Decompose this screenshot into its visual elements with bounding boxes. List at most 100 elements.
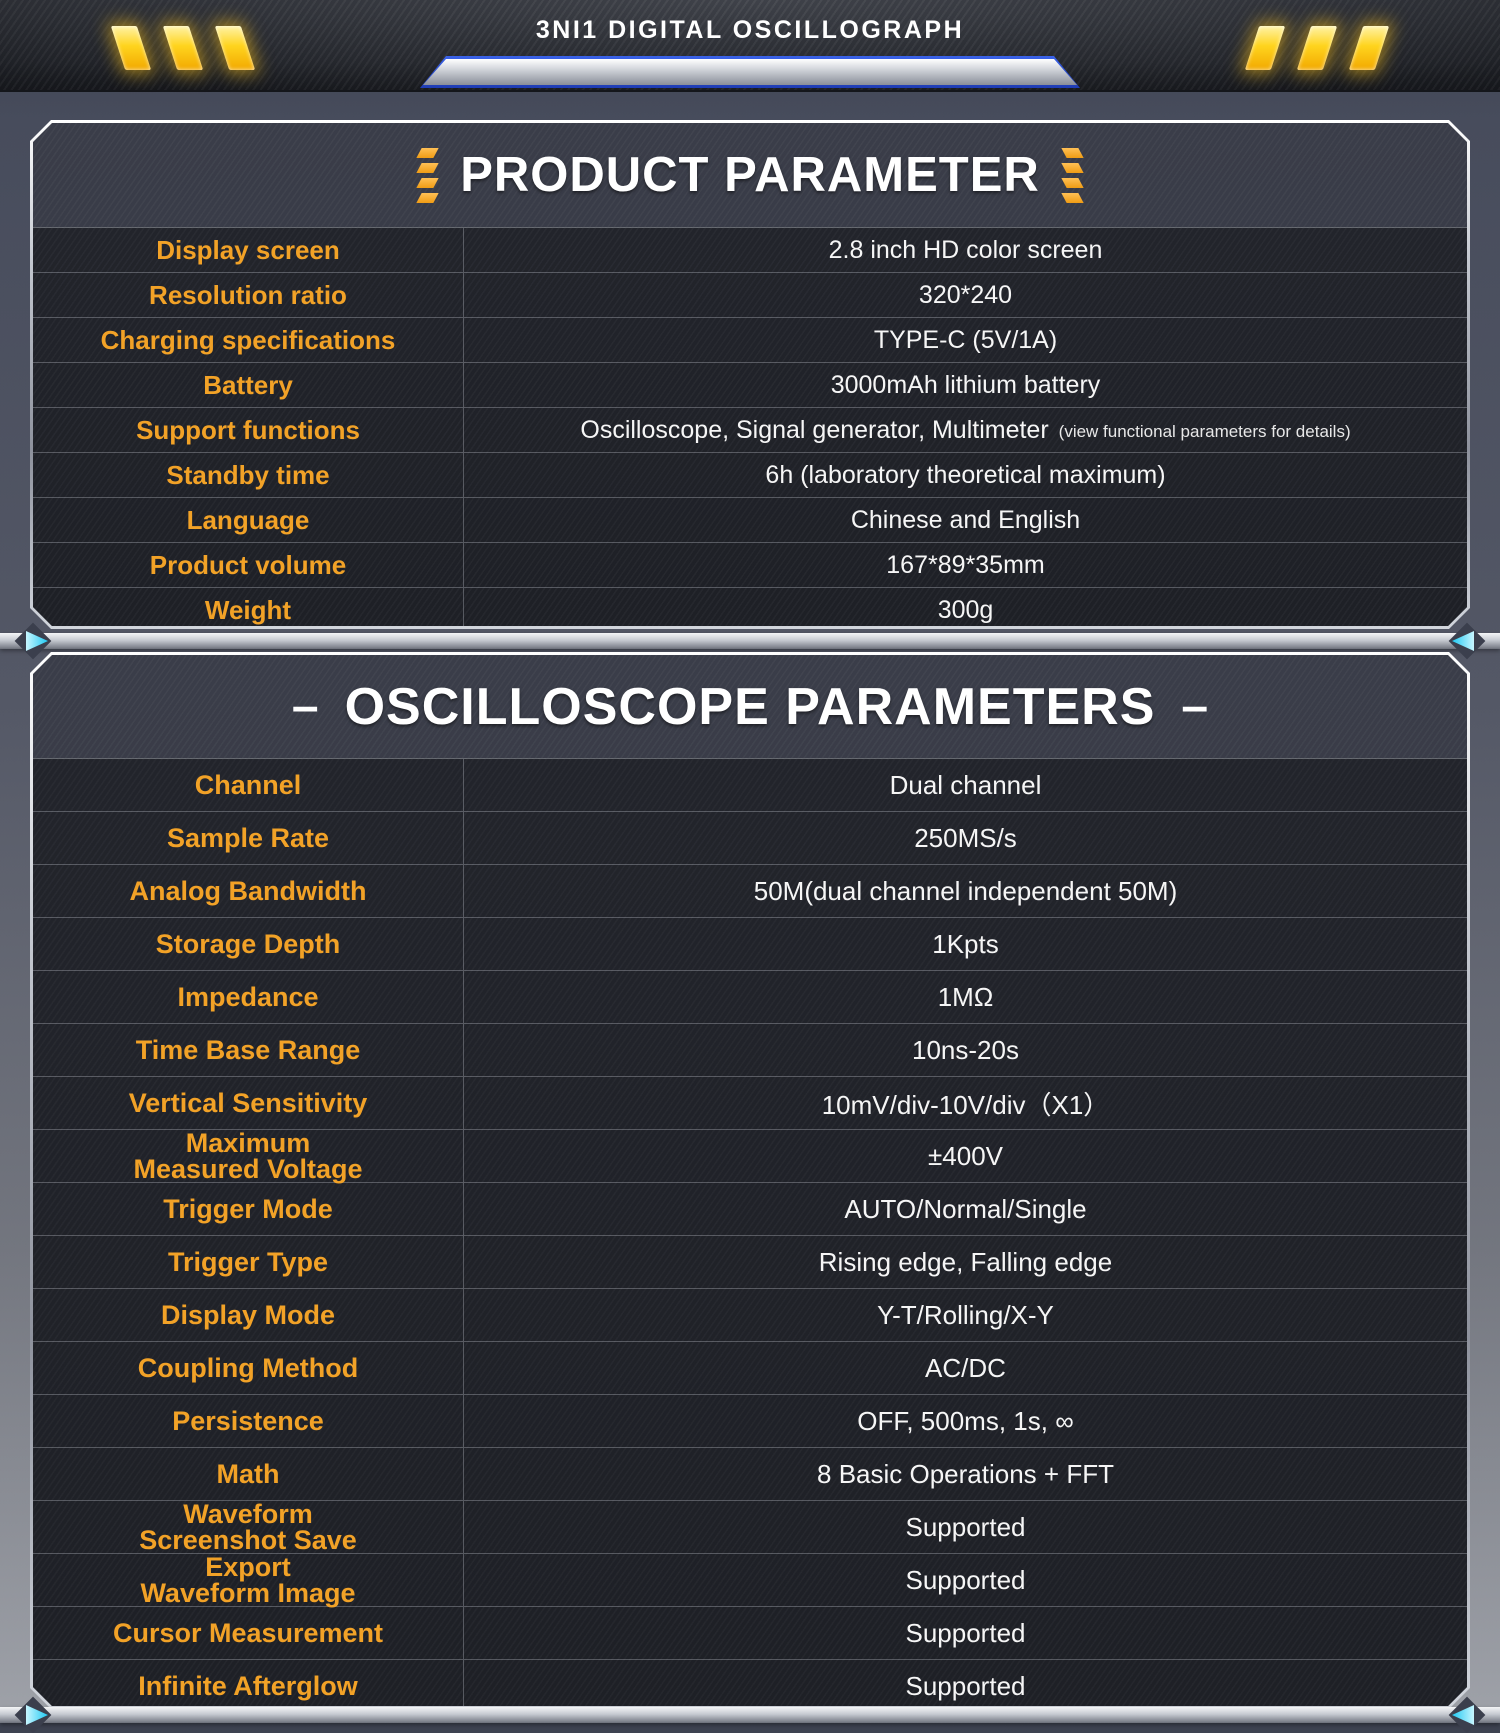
table-row: Resolution ratio 320*240 xyxy=(33,273,1467,318)
table-row: Battery 3000mAh lithium battery xyxy=(33,363,1467,408)
spec-label: Language xyxy=(33,498,464,542)
spec-label: Storage Depth xyxy=(33,918,464,970)
table-row: Math 8 Basic Operations + FFT xyxy=(33,1448,1467,1501)
spec-label: Time Base Range xyxy=(33,1024,464,1076)
spec-label: Vertical Sensitivity xyxy=(33,1077,464,1129)
spec-label: Coupling Method xyxy=(33,1342,464,1394)
table-row: Analog Bandwidth 50M(dual channel indepe… xyxy=(33,865,1467,918)
spec-value: 300g xyxy=(937,595,994,624)
table-row: Charging specifications TYPE-C (5V/1A) xyxy=(33,318,1467,363)
spec-label: Product volume xyxy=(33,543,464,587)
spec-label: Cursor Measurement xyxy=(33,1607,464,1659)
spec-value: Dual channel xyxy=(889,769,1042,800)
spec-label: Display Mode xyxy=(33,1289,464,1341)
oscilloscope-parameters-title: OSCILLOSCOPE PARAMETERS xyxy=(344,677,1156,736)
spec-value-note: (view functional parameters for details) xyxy=(1058,422,1351,441)
spec-label: Trigger Mode xyxy=(33,1183,464,1235)
oscilloscope-parameters-panel-body: – OSCILLOSCOPE PARAMETERS – Channel Dual… xyxy=(33,655,1467,1706)
spec-value: 2.8 inch HD color screen xyxy=(828,235,1103,264)
product-parameter-title: PRODUCT PARAMETER xyxy=(460,148,1040,202)
header-right-slashes-decoration xyxy=(1244,26,1390,70)
table-row: Maximum Measured Voltage ±400V xyxy=(33,1130,1467,1183)
table-row: Persistence OFF, 500ms, 1s, ∞ xyxy=(33,1395,1467,1448)
table-row: Export Waveform Image Supported xyxy=(33,1554,1467,1607)
spec-label: Maximum Measured Voltage xyxy=(33,1130,464,1182)
panel-separator-bar xyxy=(0,622,1500,660)
oscilloscope-parameters-panel: – OSCILLOSCOPE PARAMETERS – Channel Dual… xyxy=(30,652,1470,1709)
table-row: Support functions Oscilloscope, Signal g… xyxy=(33,408,1467,453)
product-parameter-panel: PRODUCT PARAMETER Display screen 2.8 inc… xyxy=(30,120,1470,629)
table-row: Time Base Range 10ns-20s xyxy=(33,1024,1467,1077)
spec-value: 3000mAh lithium battery xyxy=(830,370,1101,399)
spec-value: 250MS/s xyxy=(914,822,1017,853)
spec-value: 167*89*35mm xyxy=(886,550,1045,579)
spec-label: Export Waveform Image xyxy=(33,1554,464,1606)
spec-value: Oscilloscope, Signal generator, Multimet… xyxy=(464,408,1467,452)
orange-chevron-icon xyxy=(1060,148,1085,203)
spec-value: 1MΩ xyxy=(937,981,994,1012)
oscilloscope-parameters-table: Channel Dual channel Sample Rate 250MS/s… xyxy=(33,758,1467,1712)
table-row: Vertical Sensitivity 10mV/div-10V/div（X1… xyxy=(33,1077,1467,1130)
spec-value: Chinese and English xyxy=(850,505,1081,534)
table-row: Impedance 1MΩ xyxy=(33,971,1467,1024)
yellow-slash-icon xyxy=(1348,26,1390,70)
spec-value-text: Oscilloscope, Signal generator, Multimet… xyxy=(580,415,1049,444)
table-row: Display Mode Y-T/Rolling/X-Y xyxy=(33,1289,1467,1342)
spec-label: Analog Bandwidth xyxy=(33,865,464,917)
table-row: Standby time 6h (laboratory theoretical … xyxy=(33,453,1467,498)
spec-value: 6h (laboratory theoretical maximum) xyxy=(765,460,1166,489)
table-row: Display screen 2.8 inch HD color screen xyxy=(33,228,1467,273)
page-title: 3NI1 DIGITAL OSCILLOGRAPH xyxy=(535,16,965,44)
oscilloscope-title-band: – OSCILLOSCOPE PARAMETERS – xyxy=(291,677,1209,736)
table-row: Language Chinese and English xyxy=(33,498,1467,543)
bottom-separator-bar xyxy=(0,1696,1500,1733)
spec-label: Impedance xyxy=(33,971,464,1023)
spec-label: Weight xyxy=(33,588,464,632)
product-parameter-table: Display screen 2.8 inch HD color screen … xyxy=(33,227,1467,632)
spec-label: Sample Rate xyxy=(33,812,464,864)
table-row: Weight 300g xyxy=(33,588,1467,632)
table-row: Infinite Afterglow Supported xyxy=(33,1660,1467,1712)
table-row: Cursor Measurement Supported xyxy=(33,1607,1467,1660)
spec-value: AC/DC xyxy=(925,1352,1006,1383)
spec-label: Channel xyxy=(33,759,464,811)
spec-value: 320*240 xyxy=(918,280,1013,309)
spec-value: ±400V xyxy=(928,1140,1003,1171)
table-row: Trigger Mode AUTO/Normal/Single xyxy=(33,1183,1467,1236)
spec-value: 10ns-20s xyxy=(912,1034,1019,1065)
table-row: Trigger Type Rising edge, Falling edge xyxy=(33,1236,1467,1289)
spec-value: TYPE-C (5V/1A) xyxy=(873,325,1058,354)
product-parameter-title-band: PRODUCT PARAMETER xyxy=(33,123,1467,227)
spec-label: Standby time xyxy=(33,453,464,497)
spec-value: 10mV/div-10V/div（X1） xyxy=(821,1089,1110,1120)
spec-value: Supported xyxy=(905,1564,1026,1595)
spec-label: Math xyxy=(33,1448,464,1500)
spec-value: Supported xyxy=(905,1511,1026,1542)
table-row: Channel Dual channel xyxy=(33,759,1467,812)
spec-label: Charging specifications xyxy=(33,318,464,362)
yellow-slash-icon xyxy=(1296,26,1338,70)
spec-value: 8 Basic Operations + FFT xyxy=(817,1458,1114,1489)
spec-label: Support functions xyxy=(33,408,464,452)
spec-value: Y-T/Rolling/X-Y xyxy=(877,1299,1054,1330)
spec-value: 50M(dual channel independent 50M) xyxy=(753,875,1178,906)
table-row: Product volume 167*89*35mm xyxy=(33,543,1467,588)
table-row: Sample Rate 250MS/s xyxy=(33,812,1467,865)
header-accent-bar-inner xyxy=(423,59,1077,85)
spec-label: Persistence xyxy=(33,1395,464,1447)
spec-label: Infinite Afterglow xyxy=(33,1660,464,1712)
spec-label: Waveform Screenshot Save xyxy=(33,1501,464,1553)
spec-value: AUTO/Normal/Single xyxy=(844,1193,1087,1224)
header-accent-bar xyxy=(420,56,1080,88)
table-row: Coupling Method AC/DC xyxy=(33,1342,1467,1395)
product-parameter-panel-body: PRODUCT PARAMETER Display screen 2.8 inc… xyxy=(33,123,1467,626)
spec-label: Trigger Type xyxy=(33,1236,464,1288)
page-header: 3NI1 DIGITAL OSCILLOGRAPH xyxy=(0,0,1500,92)
orange-chevron-icon xyxy=(415,148,440,203)
spec-label: Battery xyxy=(33,363,464,407)
table-row: Waveform Screenshot Save Supported xyxy=(33,1501,1467,1554)
spec-value: Supported xyxy=(905,1617,1026,1648)
spec-value: 1Kpts xyxy=(932,928,999,959)
spec-label: Display screen xyxy=(33,228,464,272)
spec-value: Supported xyxy=(905,1670,1026,1701)
